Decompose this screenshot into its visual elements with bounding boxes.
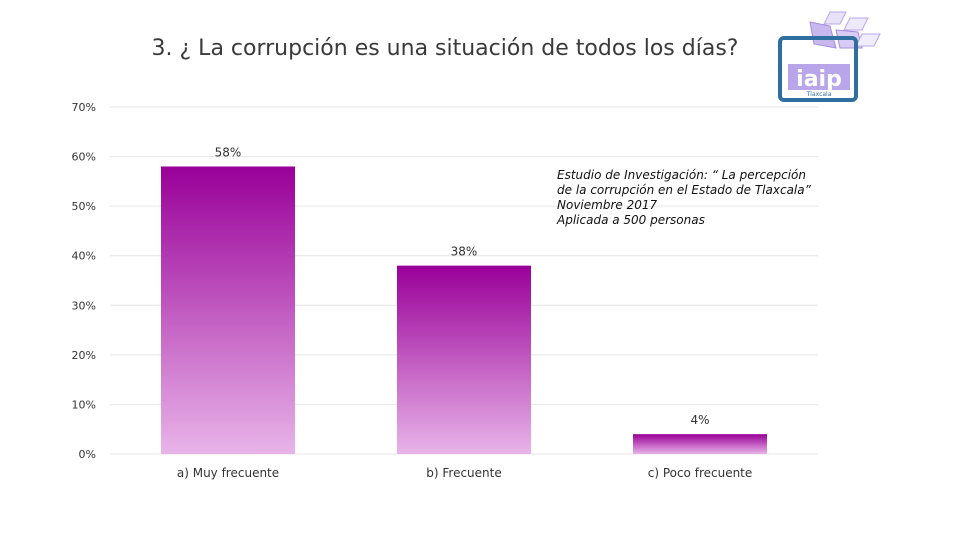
logo-frame	[778, 36, 858, 102]
logo-text: iaip	[796, 67, 842, 92]
y-tick-label: 10%	[72, 398, 96, 411]
x-category-label: b) Frecuente	[426, 466, 501, 480]
data-label: 4%	[690, 413, 709, 427]
bar	[633, 434, 767, 454]
y-tick-label: 30%	[72, 299, 96, 312]
study-note: Estudio de Investigación: “ La percepció…	[557, 168, 827, 228]
chart-title: 3. ¿ La corrupción es una situación de t…	[151, 36, 739, 61]
logo-plate	[788, 64, 850, 90]
data-label: 58%	[215, 145, 242, 159]
bar	[161, 166, 295, 454]
data-label: 38%	[451, 245, 478, 259]
y-tick-label: 60%	[72, 151, 96, 164]
y-tick-label: 40%	[72, 250, 96, 263]
logo-decor-square	[823, 11, 847, 25]
logo-decor-square	[843, 17, 869, 31]
y-tick-label: 70%	[72, 101, 96, 114]
y-tick-label: 50%	[72, 200, 96, 213]
logo-subtext: Tlaxcala	[806, 91, 832, 98]
y-tick-label: 0%	[79, 448, 96, 461]
x-category-label: c) Poco frecuente	[648, 466, 753, 480]
study-note-line: Estudio de Investigación: “ La percepció…	[557, 168, 806, 182]
study-note-line: Aplicada a 500 personas	[557, 213, 705, 227]
bar	[397, 265, 531, 454]
iaip-logo: iaip Tlaxcala	[778, 11, 881, 102]
x-category-label: a) Muy frecuente	[177, 466, 279, 480]
study-note-line: de la corrupción en el Estado de Tlaxcal…	[557, 183, 811, 197]
y-tick-label: 20%	[72, 349, 96, 362]
study-note-line: Noviembre 2017	[557, 198, 658, 212]
